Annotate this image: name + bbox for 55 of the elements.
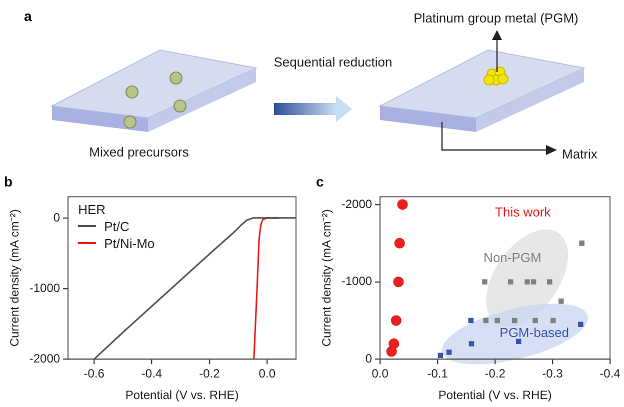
y-axis-title: Current density (mA cm⁻²) (8, 209, 22, 347)
x-axis-title: Potential (V vs. RHE) (125, 388, 239, 402)
legend-label: Pt/Ni-Mo (104, 234, 155, 252)
point (482, 279, 488, 285)
series-label: Non-PGM (484, 250, 542, 266)
point (386, 346, 397, 357)
legend-label: Pt/C (104, 218, 130, 235)
text: This work (495, 204, 552, 220)
point (468, 341, 474, 346)
point (547, 279, 552, 285)
point (438, 352, 444, 358)
point (508, 279, 514, 285)
chart-title: c (316, 173, 324, 190)
x-tick-label: -0.2 (199, 366, 220, 381)
y-tick-label: 0 (53, 210, 60, 224)
point (579, 240, 584, 246)
y-axis-title: Current density (mA cm⁻²) (320, 209, 334, 347)
x-tick-label: 0.0 (372, 366, 389, 381)
x-tick-label: -0.4 (141, 366, 162, 381)
text: Platinum group metal (PGM) (414, 10, 578, 26)
point (390, 315, 402, 326)
point (578, 322, 584, 328)
point (512, 318, 518, 324)
y-tick-label: 0 (365, 352, 372, 366)
x-tick-label: 0.0 (258, 366, 276, 381)
point (397, 199, 408, 210)
point (468, 318, 474, 324)
point (516, 338, 522, 344)
x-tick-label: -0.2 (484, 366, 506, 381)
x-tick-label: -0.4 (600, 366, 621, 381)
series-label: PGM-based (500, 324, 570, 340)
point (494, 318, 500, 324)
y-tick-label: -2000 (29, 352, 60, 366)
text: a (24, 8, 32, 24)
point (394, 238, 405, 248)
text: Matrix (562, 146, 598, 162)
y-tick-label: -1000 (341, 274, 372, 288)
x-tick-label: -0.6 (84, 366, 105, 381)
text: Mixed precursors (89, 144, 189, 160)
point (550, 318, 556, 324)
x-tick-label: -0.1 (427, 366, 448, 381)
y-tick-label: -2000 (341, 196, 372, 211)
point (483, 318, 488, 324)
point (532, 318, 538, 324)
y-tick-label: -1000 (29, 280, 60, 295)
x-tick-label: -0.3 (542, 366, 564, 381)
point (558, 298, 564, 304)
point (524, 279, 530, 285)
x-axis-title: Potential (V vs. RHE) (438, 388, 552, 402)
point (446, 350, 452, 355)
point (393, 276, 404, 288)
point (530, 279, 536, 285)
text: Sequential reduction (274, 54, 392, 70)
chart-title: b (4, 173, 13, 190)
legend-title: HER (78, 200, 107, 218)
